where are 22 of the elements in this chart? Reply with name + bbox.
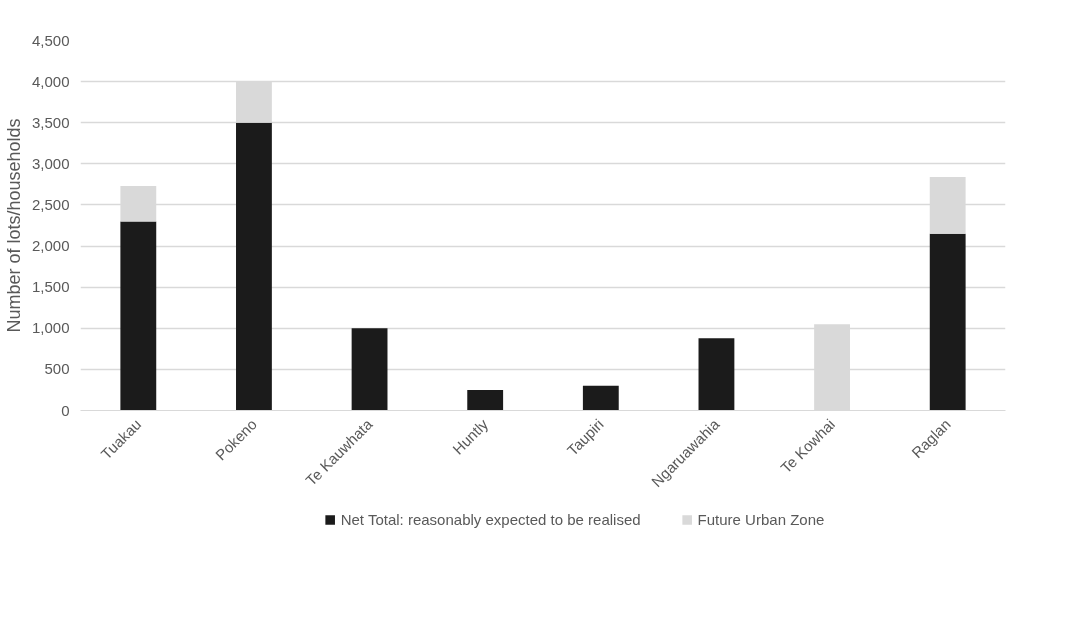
y-tick-label: 500 [44,360,70,378]
y-tick-label: 4,500 [31,31,70,49]
y-tick-label: 2,500 [31,195,70,213]
legend-label: Net Total: reasonably expected to be realised [340,510,641,528]
bar [929,176,966,234]
y-tick-label: 2,000 [31,237,70,255]
bar [351,328,388,411]
y-tick-label: 1,000 [31,319,70,337]
y-tick-label: 3,000 [31,154,70,172]
bar [929,233,966,411]
bar [467,389,504,411]
bar [236,122,272,411]
y-tick-label: 3,500 [31,113,70,131]
bar [582,385,619,411]
bar [120,186,157,222]
y-tick-label: 4,000 [31,72,70,90]
y-tick-label: 0 [61,401,70,419]
legend-label: Future Urban Zone [697,510,825,528]
y-axis-title: Number of lots/households [3,118,24,333]
y-tick-label: 1,500 [31,278,70,296]
bar [120,221,157,411]
bar [698,338,735,411]
